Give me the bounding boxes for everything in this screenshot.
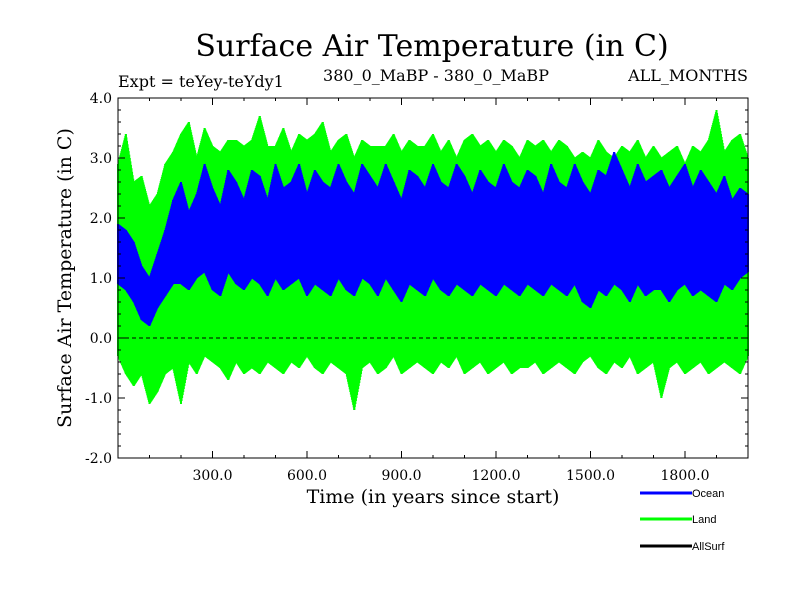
experiment-label: Expt = teYey-teYdy1 xyxy=(118,72,284,91)
y-tick-label: -1.0 xyxy=(85,391,112,407)
y-tick-label: 4.0 xyxy=(90,91,112,107)
x-tick-label: 1800.0 xyxy=(661,468,710,484)
period-label: 380_0_MaBP - 380_0_MaBP xyxy=(323,66,549,85)
legend: Ocean Land AllSurf xyxy=(640,488,725,553)
y-axis-label: Surface Air Temperature (in C) xyxy=(54,128,76,428)
y-tick-label: 3.0 xyxy=(90,151,112,167)
legend-item-land: Land xyxy=(640,514,716,526)
legend-label: Ocean xyxy=(692,488,724,500)
x-tick-label: 1500.0 xyxy=(566,468,615,484)
legend-label: AllSurf xyxy=(692,541,725,553)
ticks-layer: -2.0 -1.0 0.0 1.0 2.0 3.0 4.0 300.0 600.0 900.0 12… xyxy=(85,91,748,484)
chart-title: Surface Air Temperature (in C) xyxy=(195,29,668,64)
legend-item-allsurf: AllSurf xyxy=(640,541,725,553)
x-tick-label: 600.0 xyxy=(287,468,327,484)
x-tick-label: 1200.0 xyxy=(472,468,521,484)
y-tick-label: 2.0 xyxy=(90,211,112,227)
months-label: ALL_MONTHS xyxy=(627,66,748,85)
y-tick-label: 0.0 xyxy=(90,331,112,347)
y-tick-label: -2.0 xyxy=(85,451,112,467)
legend-label: Land xyxy=(692,514,716,526)
x-tick-label: 300.0 xyxy=(192,468,232,484)
y-tick-label: 1.0 xyxy=(90,271,112,287)
legend-item-ocean: Ocean xyxy=(640,488,724,500)
x-axis-label: Time (in years since start) xyxy=(307,486,560,508)
series-layer xyxy=(117,110,749,410)
x-tick-label: 900.0 xyxy=(381,468,421,484)
series-ocean xyxy=(117,152,749,326)
